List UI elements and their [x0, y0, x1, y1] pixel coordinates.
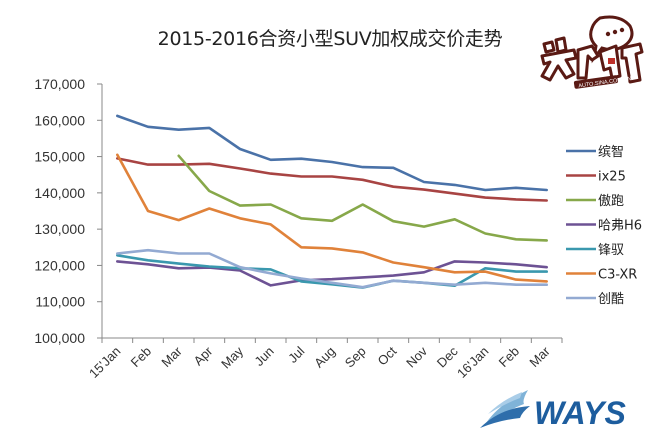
- series-line: [116, 114, 548, 192]
- series-line: [116, 260, 548, 287]
- x-tick-label: Jul: [285, 343, 307, 365]
- series-line: [116, 153, 548, 283]
- legend-label: C3-XR: [598, 268, 637, 283]
- legend-label: 哈弗H6: [598, 219, 642, 234]
- x-tick-label: Mar: [526, 343, 553, 370]
- x-tick-label: 16'Jan: [454, 344, 491, 381]
- legend-label: ix25: [598, 170, 626, 185]
- x-tick-label: Nov: [403, 343, 430, 370]
- series-line: [116, 254, 548, 289]
- x-tick-label: May: [218, 343, 246, 371]
- x-tick-label: Jun: [251, 344, 276, 369]
- x-tick-label: Feb: [128, 344, 154, 370]
- legend-label: 缤智: [598, 144, 624, 160]
- series-line: [177, 154, 548, 242]
- x-tick-label: Mar: [158, 343, 185, 370]
- series-line: [116, 248, 548, 289]
- x-axis: 15'Jan Feb Mar Apr May Jun Jul Aug Sep Oct Nov Dec1…: [86, 337, 563, 381]
- legend-label: 傲跑: [598, 194, 624, 209]
- series-lines: [116, 114, 548, 289]
- x-tick-label: Oct: [375, 343, 400, 368]
- y-tick-label: 170,000: [34, 76, 85, 92]
- legend-label: 锋驭: [598, 243, 624, 258]
- series-line: [116, 157, 548, 202]
- y-tick-label: 120,000: [34, 257, 85, 273]
- y-tick-label: 150,000: [34, 149, 85, 165]
- svg-text:WAYS: WAYS: [534, 395, 627, 430]
- shuo-logo-icon: AUTO.SINA.COM.CN: [540, 15, 644, 89]
- ways-logo-icon: WAYS: [480, 390, 627, 430]
- y-tick-label: 140,000: [34, 185, 85, 201]
- x-tick-label: 15'Jan: [86, 344, 123, 381]
- y-axis: 100,000 110,000 120,000 130,000 140,000 150,0…: [34, 76, 103, 346]
- y-tick-label: 100,000: [34, 330, 85, 346]
- x-tick-label: Aug: [311, 344, 338, 371]
- legend-label: 创酷: [598, 292, 624, 307]
- y-tick-label: 160,000: [34, 112, 85, 128]
- y-tick-label: 110,000: [35, 294, 85, 310]
- x-tick-label: Feb: [496, 344, 522, 370]
- chart-title: 2015-2016合资小型SUV加权成交价走势: [157, 28, 503, 50]
- x-tick-label: Apr: [191, 343, 216, 368]
- x-tick-label: Sep: [342, 344, 369, 371]
- y-tick-label: 130,000: [34, 221, 85, 237]
